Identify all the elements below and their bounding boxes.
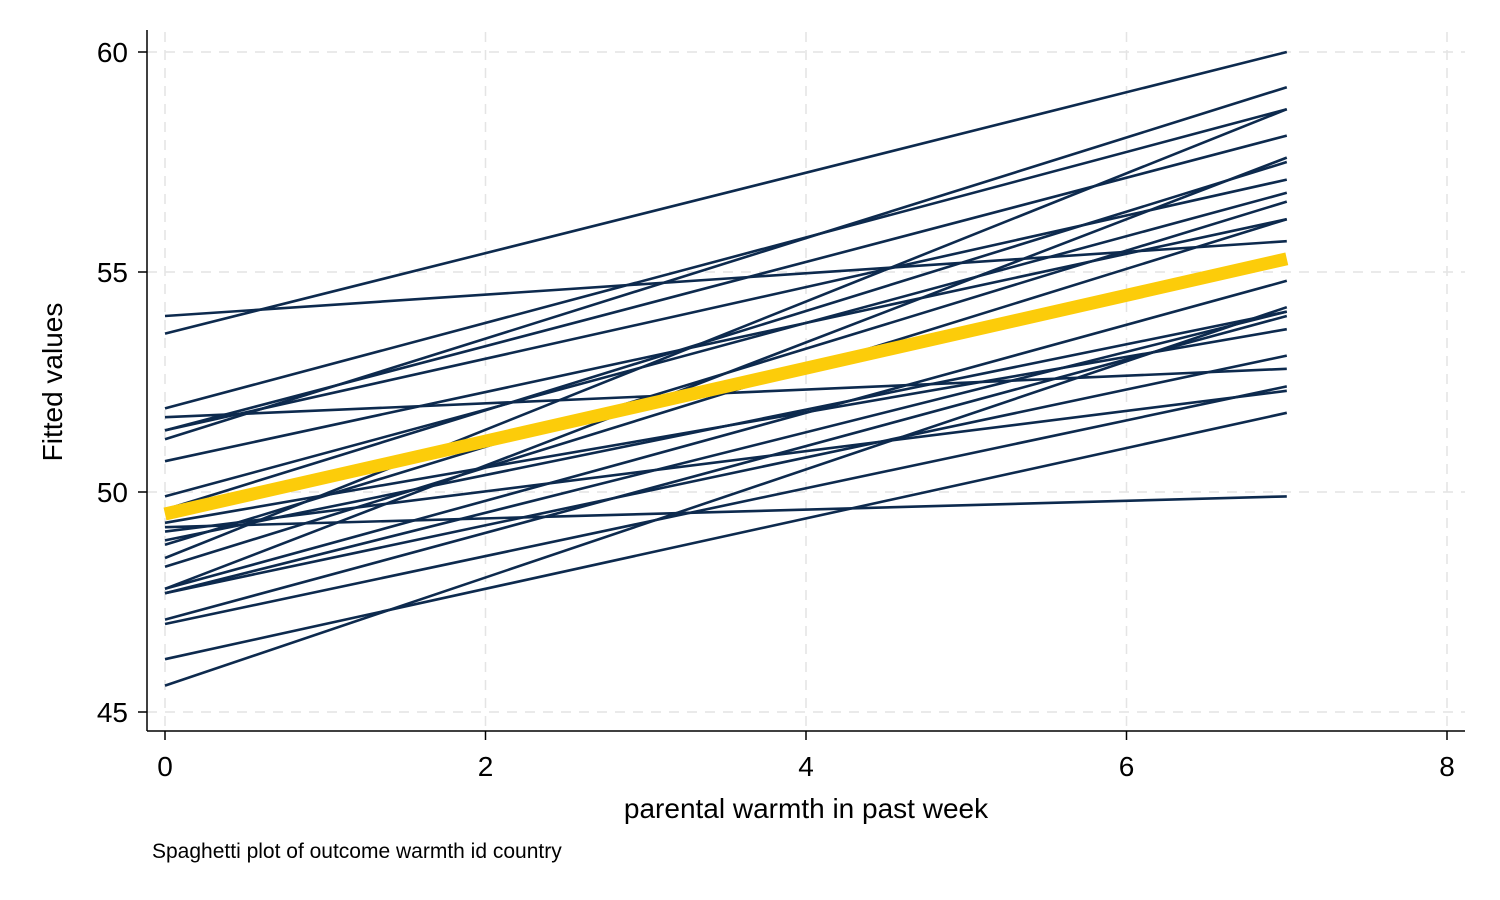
series-line (164, 156, 1288, 591)
series-line (164, 354, 1288, 595)
series-line (164, 160, 1288, 511)
y-tick-label: 60 (97, 37, 128, 68)
y-tick-label: 50 (97, 477, 128, 508)
y-axis-title: Fitted values (37, 303, 68, 462)
series-line (164, 310, 1288, 542)
series-line (164, 310, 1288, 595)
series-line (164, 85, 1288, 441)
series-line (164, 411, 1288, 661)
series-line (164, 279, 1288, 591)
series-line (164, 107, 1288, 410)
series-line (164, 191, 1288, 498)
ticks: 0 2 4 6 8 45 50 55 60 (97, 37, 1455, 782)
series-line (164, 50, 1288, 335)
x-tick-label: 8 (1439, 751, 1455, 782)
x-tick-label: 4 (798, 751, 814, 782)
series-line (164, 239, 1287, 318)
series-line (164, 305, 1288, 687)
gridlines (147, 32, 1465, 731)
series-line (164, 385, 1288, 626)
y-tick-label: 45 (97, 697, 128, 728)
series-line (164, 178, 1288, 432)
series-line (164, 314, 1288, 621)
series-line (164, 107, 1288, 560)
x-tick-label: 0 (157, 751, 173, 782)
mean-fit-line (163, 252, 1289, 521)
x-tick-label: 6 (1119, 751, 1135, 782)
x-axis-title: parental warmth in past week (624, 793, 989, 824)
series-line (164, 495, 1287, 529)
y-tick-label: 55 (97, 257, 128, 288)
series-lines (163, 50, 1289, 687)
x-tick-label: 2 (478, 751, 494, 782)
chart-note: Spaghetti plot of outcome warmth id coun… (152, 840, 562, 863)
